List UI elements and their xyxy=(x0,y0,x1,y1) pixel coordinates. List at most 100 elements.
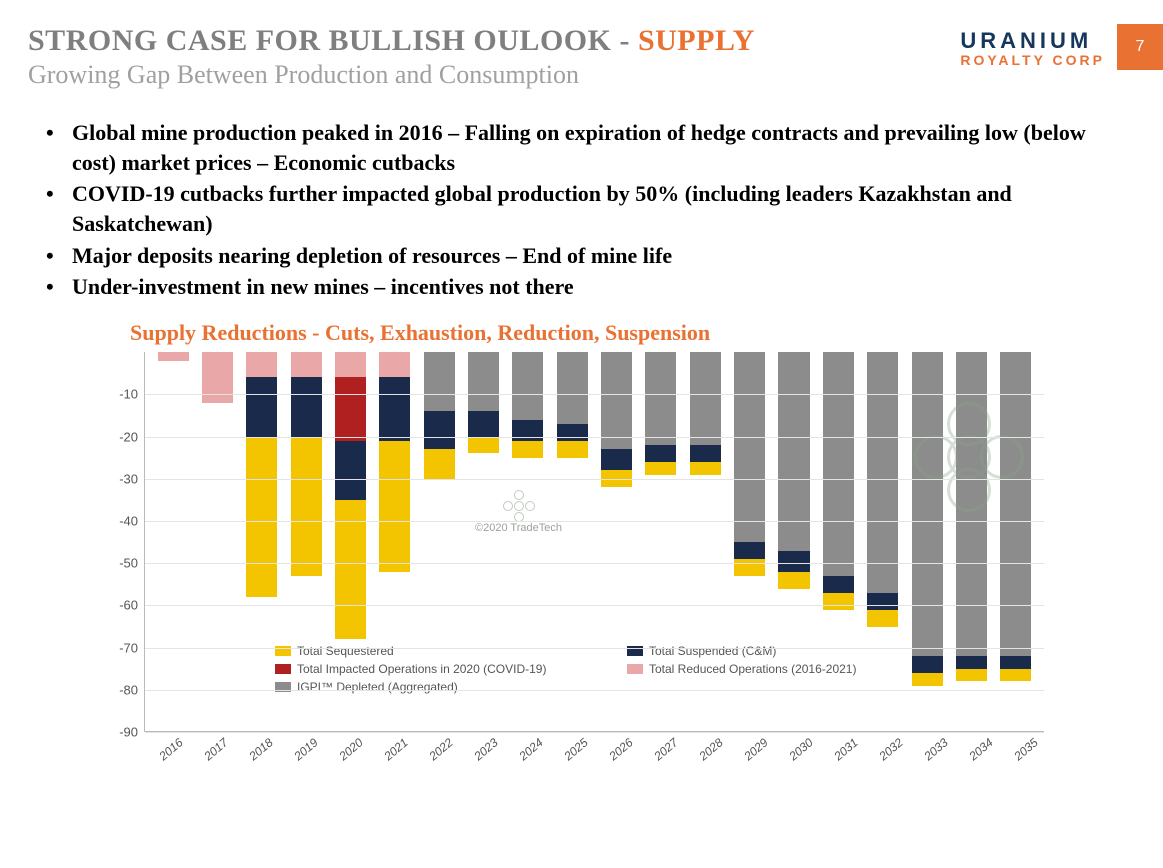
bar-segment-suspended xyxy=(956,656,987,669)
y-tick-label: -30 xyxy=(119,471,138,486)
stacked-bar xyxy=(1000,352,1031,731)
logo-line2: ROYALTY CORP xyxy=(960,52,1105,68)
stacked-bar xyxy=(202,352,233,731)
bar-segment-reduced xyxy=(158,352,189,360)
slide-subtitle: Growing Gap Between Production and Consu… xyxy=(28,60,960,90)
bar-segment-suspended xyxy=(867,593,898,610)
x-tick-label: 2030 xyxy=(779,730,822,770)
stacked-bar xyxy=(823,352,854,731)
bar-segment-suspended xyxy=(379,377,410,440)
slide-header: STRONG CASE FOR BULLISH OULOOK - SUPPLY … xyxy=(0,0,1163,90)
stacked-bar xyxy=(291,352,322,731)
x-tick-label: 2033 xyxy=(914,730,957,770)
stacked-bar xyxy=(335,352,366,731)
grid-line xyxy=(145,521,1044,522)
y-tick-label: -60 xyxy=(119,598,138,613)
x-tick-label: 2023 xyxy=(464,730,507,770)
bar-segment-depleted xyxy=(867,352,898,593)
x-tick-label: 2022 xyxy=(419,730,462,770)
bar-segment-suspended xyxy=(291,377,322,436)
bar-segment-depleted xyxy=(468,352,499,411)
bar-slot xyxy=(240,352,284,731)
bar-segment-reduced xyxy=(291,352,322,377)
bar-segment-suspended xyxy=(424,411,455,449)
x-tick-label: 2025 xyxy=(554,730,597,770)
bar-segment-depleted xyxy=(912,352,943,656)
x-tick-label: 2032 xyxy=(869,730,912,770)
bar-segment-sequestered xyxy=(246,437,277,597)
stacked-bar xyxy=(246,352,277,731)
x-tick-label: 2017 xyxy=(194,730,237,770)
grid-line xyxy=(145,563,1044,564)
x-tick-label: 2035 xyxy=(1004,730,1047,770)
bar-segment-sequestered xyxy=(823,593,854,610)
x-tick-label: 2016 xyxy=(149,730,192,770)
bar-segment-sequestered xyxy=(379,441,410,572)
bar-slot xyxy=(550,352,594,731)
bar-segment-suspended xyxy=(601,449,632,470)
page-number-badge: 7 xyxy=(1117,24,1163,70)
bar-segment-reduced xyxy=(246,352,277,377)
bar-segment-sequestered xyxy=(690,462,721,475)
bar-segment-sequestered xyxy=(778,572,809,589)
bullet-list: Global mine production peaked in 2016 – … xyxy=(72,118,1109,302)
y-tick-label: -90 xyxy=(119,725,138,740)
title-block: STRONG CASE FOR BULLISH OULOOK - SUPPLY … xyxy=(28,24,960,90)
bar-segment-sequestered xyxy=(557,441,588,458)
x-tick-label: 2029 xyxy=(734,730,777,770)
bar-segment-suspended xyxy=(468,411,499,436)
bar-slot xyxy=(727,352,771,731)
bar-segment-depleted xyxy=(823,352,854,576)
bar-segment-suspended xyxy=(557,424,588,441)
bar-segment-reduced xyxy=(335,352,366,377)
bar-slot xyxy=(373,352,417,731)
bar-segment-suspended xyxy=(512,420,543,441)
stacked-bar xyxy=(912,352,943,731)
slide-title: STRONG CASE FOR BULLISH OULOOK - SUPPLY xyxy=(28,24,960,58)
stacked-bar xyxy=(557,352,588,731)
grid-line xyxy=(145,479,1044,480)
bar-segment-depleted xyxy=(645,352,676,445)
bar-segment-suspended xyxy=(823,576,854,593)
grid-line xyxy=(145,437,1044,438)
x-tick-label: 2021 xyxy=(374,730,417,770)
bar-segment-depleted xyxy=(512,352,543,420)
grid-line xyxy=(145,605,1044,606)
bullet-item: Global mine production peaked in 2016 – … xyxy=(72,118,1109,177)
bar-segment-sequestered xyxy=(645,462,676,475)
bar-segment-suspended xyxy=(734,542,765,559)
bar-slot xyxy=(905,352,949,731)
bar-segment-suspended xyxy=(1000,656,1031,669)
y-axis: -10-20-30-40-50-60-70-80-90 xyxy=(100,352,144,732)
bar-segment-depleted xyxy=(734,352,765,542)
stacked-bar xyxy=(778,352,809,731)
bar-segment-suspended xyxy=(690,445,721,462)
bar-segment-sequestered xyxy=(468,437,499,454)
bar-slot xyxy=(151,352,195,731)
stacked-bar xyxy=(734,352,765,731)
bar-slot xyxy=(594,352,638,731)
x-tick-label: 2020 xyxy=(329,730,372,770)
title-text-a: STRONG CASE FOR BULLISH OULOOK - xyxy=(28,24,638,57)
y-tick-label: -10 xyxy=(119,387,138,402)
bars-container xyxy=(145,352,1044,731)
bar-segment-depleted xyxy=(690,352,721,445)
x-tick-label: 2019 xyxy=(284,730,327,770)
bar-slot xyxy=(816,352,860,731)
bar-segment-depleted xyxy=(557,352,588,424)
stacked-bar xyxy=(645,352,676,731)
bar-slot xyxy=(284,352,328,731)
bar-slot xyxy=(461,352,505,731)
bar-segment-sequestered xyxy=(956,669,987,682)
x-tick-label: 2031 xyxy=(824,730,867,770)
bar-segment-sequestered xyxy=(424,449,455,479)
bar-segment-suspended xyxy=(335,441,366,500)
bar-segment-depleted xyxy=(1000,352,1031,656)
bar-segment-suspended xyxy=(912,656,943,673)
grid-line xyxy=(145,394,1044,395)
bar-segment-depleted xyxy=(956,352,987,656)
stacked-bar xyxy=(379,352,410,731)
bar-slot xyxy=(417,352,461,731)
y-tick-label: -50 xyxy=(119,556,138,571)
x-tick-label: 2026 xyxy=(599,730,642,770)
